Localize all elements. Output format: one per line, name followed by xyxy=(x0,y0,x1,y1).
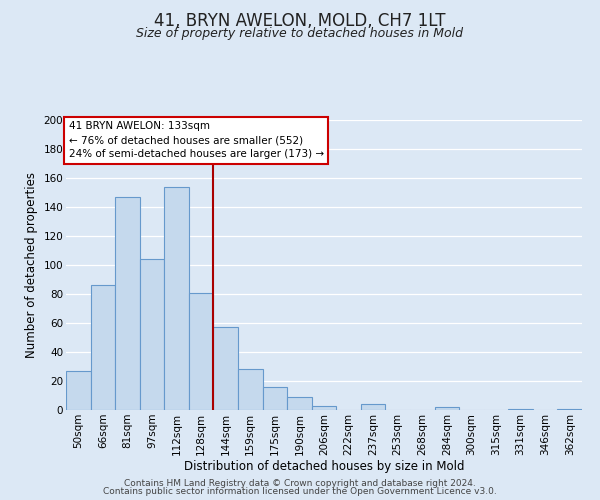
Text: 41 BRYN AWELON: 133sqm
← 76% of detached houses are smaller (552)
24% of semi-de: 41 BRYN AWELON: 133sqm ← 76% of detached… xyxy=(68,122,324,160)
Text: 41, BRYN AWELON, MOLD, CH7 1LT: 41, BRYN AWELON, MOLD, CH7 1LT xyxy=(154,12,446,30)
Bar xyxy=(115,197,140,410)
Bar xyxy=(287,397,312,410)
Text: Contains HM Land Registry data © Crown copyright and database right 2024.: Contains HM Land Registry data © Crown c… xyxy=(124,478,476,488)
Text: Size of property relative to detached houses in Mold: Size of property relative to detached ho… xyxy=(137,28,464,40)
Bar xyxy=(91,286,115,410)
Bar xyxy=(164,186,189,410)
Bar xyxy=(140,259,164,410)
Bar xyxy=(238,370,263,410)
Bar xyxy=(214,328,238,410)
Bar xyxy=(66,371,91,410)
Bar xyxy=(361,404,385,410)
Text: Contains public sector information licensed under the Open Government Licence v3: Contains public sector information licen… xyxy=(103,487,497,496)
Bar xyxy=(508,408,533,410)
X-axis label: Distribution of detached houses by size in Mold: Distribution of detached houses by size … xyxy=(184,460,464,473)
Bar xyxy=(263,387,287,410)
Bar xyxy=(312,406,336,410)
Bar xyxy=(189,292,214,410)
Bar xyxy=(557,408,582,410)
Y-axis label: Number of detached properties: Number of detached properties xyxy=(25,172,38,358)
Bar xyxy=(434,407,459,410)
